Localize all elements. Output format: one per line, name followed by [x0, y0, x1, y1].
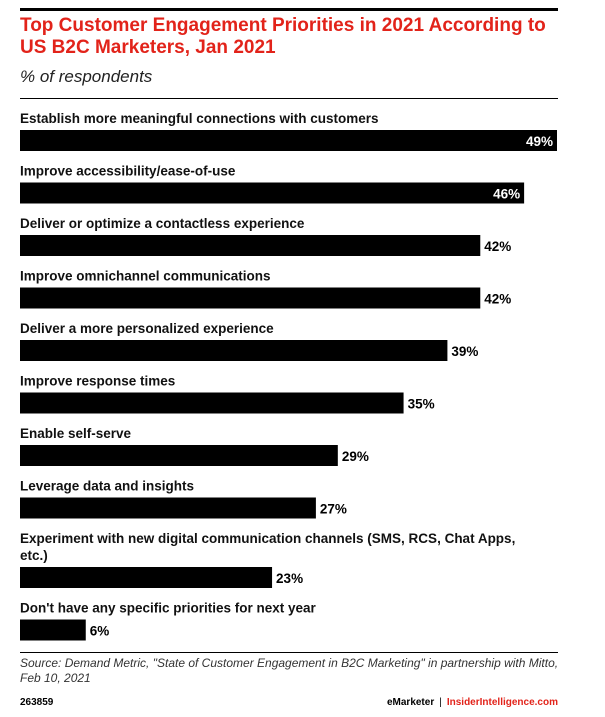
brand-footer: eMarketer | InsiderIntelligence.com [387, 697, 558, 708]
bar [20, 182, 525, 204]
footer-rule [20, 652, 558, 653]
bar [20, 235, 481, 256]
category-label: Deliver a more personalized experience [20, 321, 274, 336]
value-label: 42% [484, 292, 511, 307]
category-label: Don't have any specific priorities for n… [20, 601, 317, 616]
brand-insider-intelligence: InsiderIntelligence.com [446, 697, 558, 708]
category-label: etc.) [20, 548, 48, 563]
value-label: 29% [342, 449, 369, 464]
bar [20, 130, 557, 151]
bar [20, 497, 316, 519]
source-note: Source: Demand Metric, "State of Custome… [20, 656, 559, 685]
value-label: 6% [90, 624, 110, 639]
value-label: 23% [276, 571, 303, 586]
category-label: Deliver or optimize a contactless experi… [20, 216, 305, 231]
category-label: Experiment with new digital communicatio… [20, 531, 515, 546]
brand-emarketer: eMarketer [386, 697, 435, 708]
brand-separator: | [439, 697, 442, 708]
value-label: 35% [408, 397, 435, 412]
bar [20, 567, 273, 588]
value-label: 27% [320, 502, 347, 517]
value-label: 42% [484, 239, 511, 254]
bar [20, 340, 448, 361]
bar [20, 287, 481, 309]
chart-subtitle: % of respondents [20, 67, 153, 86]
chart-id: 263859 [20, 697, 54, 708]
bar [20, 392, 404, 414]
category-label: Improve omnichannel communications [20, 269, 271, 284]
value-label: 39% [451, 344, 478, 359]
bar [20, 445, 338, 466]
bar [20, 619, 86, 641]
category-label: Establish more meaningful connections wi… [20, 111, 379, 126]
category-label: Leverage data and insights [20, 479, 194, 494]
category-label: Improve response times [20, 374, 175, 389]
category-label: Improve accessibility/ease-of-use [20, 164, 236, 179]
top-rule [20, 8, 558, 11]
bar-chart: Establish more meaningful connections wi… [20, 111, 557, 641]
category-label: Enable self-serve [20, 426, 132, 441]
subtitle-rule [20, 98, 558, 99]
chart-title: Top Customer Engagement Priorities in 20… [20, 15, 546, 58]
value-label: 46% [493, 187, 520, 202]
value-label: 49% [526, 134, 553, 149]
